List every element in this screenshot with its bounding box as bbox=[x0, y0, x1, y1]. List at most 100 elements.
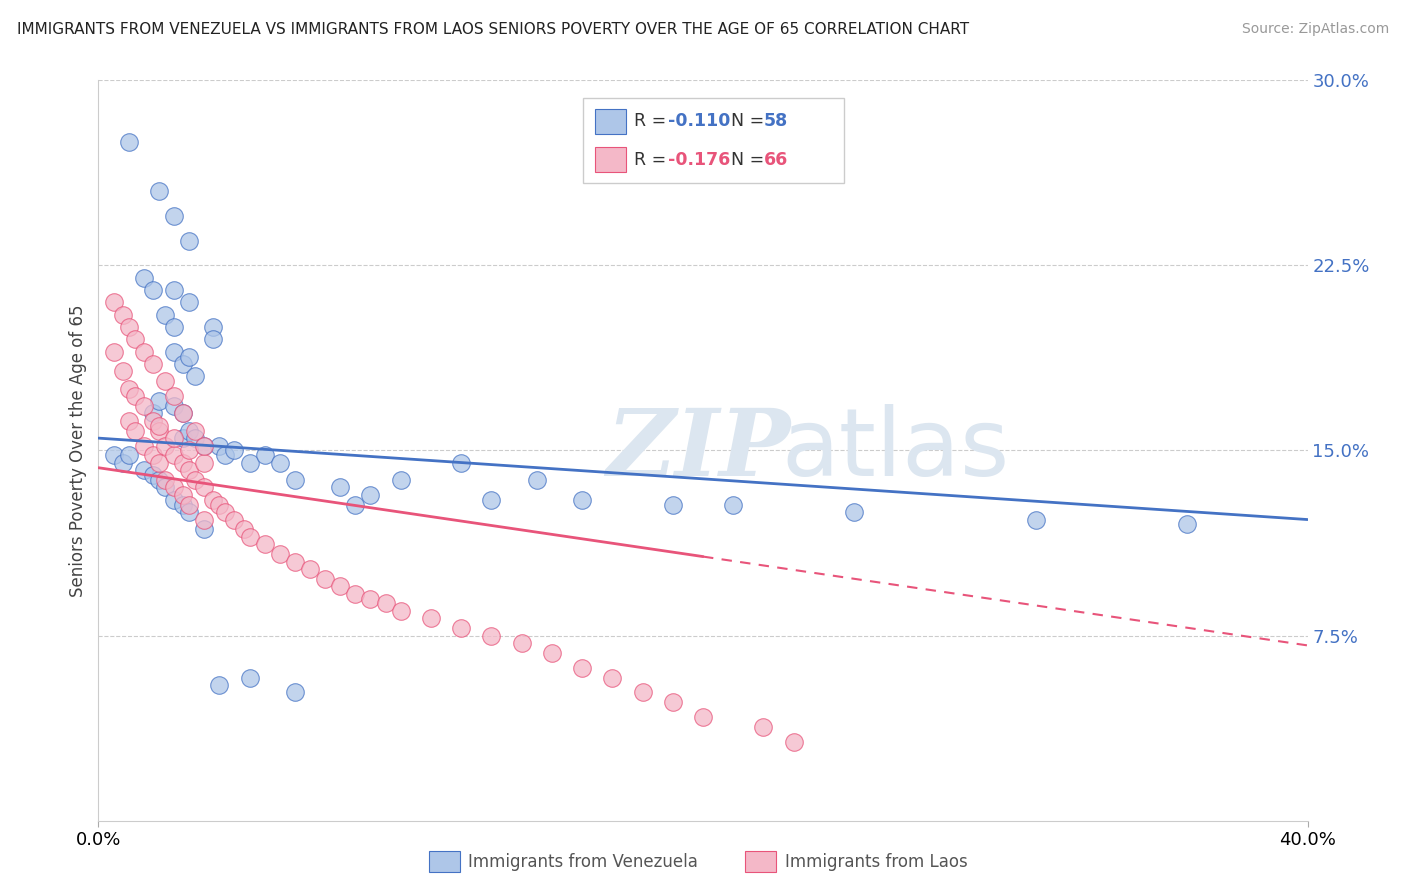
Point bbox=[118, 320, 141, 334]
Y-axis label: Seniors Poverty Over the Age of 65: Seniors Poverty Over the Age of 65 bbox=[69, 304, 87, 597]
Text: -0.176: -0.176 bbox=[668, 151, 730, 169]
Point bbox=[193, 480, 215, 494]
Point bbox=[239, 456, 262, 470]
Text: 58: 58 bbox=[763, 112, 787, 130]
Point bbox=[172, 357, 194, 371]
Point bbox=[540, 646, 562, 660]
Point bbox=[571, 492, 593, 507]
Point bbox=[360, 591, 382, 606]
Point bbox=[111, 308, 134, 322]
Point bbox=[118, 135, 141, 149]
Point bbox=[344, 586, 367, 600]
Point bbox=[153, 308, 176, 322]
Point bbox=[253, 537, 276, 551]
Point bbox=[389, 473, 412, 487]
Point bbox=[202, 320, 225, 334]
Point bbox=[142, 449, 165, 463]
Point bbox=[208, 498, 231, 512]
Point bbox=[111, 364, 134, 378]
Point bbox=[172, 407, 194, 421]
Point bbox=[118, 449, 141, 463]
Point bbox=[571, 660, 593, 674]
Point bbox=[179, 350, 201, 364]
Text: N =: N = bbox=[731, 151, 770, 169]
Point bbox=[224, 443, 246, 458]
Point bbox=[179, 443, 201, 458]
Point bbox=[179, 498, 201, 512]
Point bbox=[163, 492, 186, 507]
Point bbox=[142, 407, 165, 421]
Point bbox=[142, 283, 165, 297]
Point bbox=[184, 369, 207, 384]
Point bbox=[124, 389, 146, 403]
Point bbox=[481, 492, 503, 507]
Point bbox=[153, 480, 176, 494]
Point bbox=[163, 480, 186, 494]
Point bbox=[132, 463, 155, 477]
Point bbox=[118, 382, 141, 396]
Point bbox=[344, 498, 367, 512]
Point bbox=[179, 463, 201, 477]
Point bbox=[153, 438, 176, 452]
Point bbox=[148, 473, 170, 487]
Point bbox=[153, 375, 176, 389]
Point bbox=[193, 456, 215, 470]
Point bbox=[142, 468, 165, 483]
Point bbox=[184, 473, 207, 487]
Text: atlas: atlas bbox=[782, 404, 1010, 497]
Point bbox=[148, 424, 170, 438]
Point bbox=[239, 530, 262, 544]
Point bbox=[481, 628, 503, 642]
Point bbox=[214, 505, 236, 519]
Point bbox=[132, 344, 155, 359]
Point bbox=[184, 431, 207, 445]
Point bbox=[124, 424, 146, 438]
Point bbox=[163, 209, 186, 223]
Point bbox=[163, 389, 186, 403]
Point bbox=[163, 344, 186, 359]
Point bbox=[783, 734, 806, 748]
Point bbox=[172, 431, 194, 445]
Point bbox=[692, 710, 714, 724]
Point bbox=[193, 438, 215, 452]
Point bbox=[450, 621, 472, 635]
Point bbox=[163, 449, 186, 463]
Point bbox=[202, 332, 225, 346]
Point bbox=[142, 414, 165, 428]
Point bbox=[631, 685, 654, 699]
Text: Source: ZipAtlas.com: Source: ZipAtlas.com bbox=[1241, 22, 1389, 37]
Point bbox=[202, 492, 225, 507]
Point bbox=[163, 431, 186, 445]
Point bbox=[208, 678, 231, 692]
Point bbox=[374, 597, 396, 611]
Point bbox=[193, 523, 215, 537]
Text: N =: N = bbox=[731, 112, 770, 130]
Text: Immigrants from Laos: Immigrants from Laos bbox=[785, 853, 967, 871]
Text: Immigrants from Venezuela: Immigrants from Venezuela bbox=[468, 853, 697, 871]
Point bbox=[142, 357, 165, 371]
Point bbox=[752, 720, 775, 734]
Point bbox=[299, 562, 322, 576]
Point bbox=[269, 547, 291, 561]
Point bbox=[179, 505, 201, 519]
Point bbox=[163, 399, 186, 413]
Point bbox=[253, 449, 276, 463]
Text: -0.110: -0.110 bbox=[668, 112, 730, 130]
Point bbox=[844, 505, 866, 519]
Point bbox=[124, 332, 146, 346]
Point bbox=[269, 456, 291, 470]
Point bbox=[284, 555, 307, 569]
Point bbox=[208, 438, 231, 452]
Point bbox=[148, 184, 170, 198]
Text: R =: R = bbox=[634, 112, 672, 130]
Point bbox=[153, 473, 176, 487]
Point bbox=[103, 344, 125, 359]
Point bbox=[179, 234, 201, 248]
Point bbox=[420, 611, 443, 625]
Text: R =: R = bbox=[634, 151, 672, 169]
Point bbox=[661, 695, 683, 709]
Point bbox=[172, 407, 194, 421]
Point bbox=[132, 270, 155, 285]
Point bbox=[602, 671, 624, 685]
Point bbox=[329, 480, 352, 494]
